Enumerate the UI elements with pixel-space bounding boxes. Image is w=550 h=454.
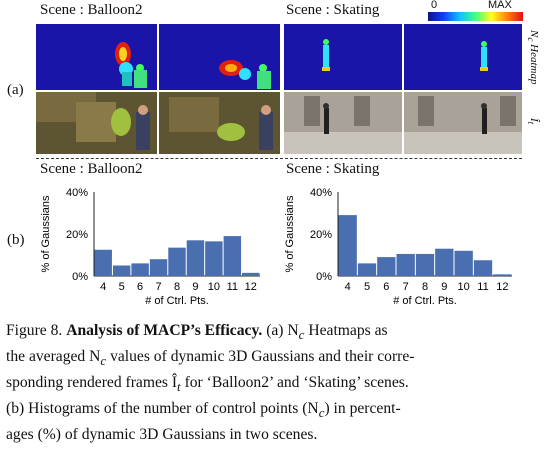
row-label-heatmap: Nc Heatmap — [525, 30, 540, 85]
x-axis-label: # of Ctrl. Pts. — [145, 295, 209, 307]
bar-8 — [168, 247, 186, 276]
histogram-balloon2: % of Gaussians 0% 20% 40% 4 5 6 7 8 9 10 11 12 # of C… — [40, 187, 260, 307]
x-tick-label: 6 — [383, 281, 389, 293]
bar-12 — [493, 274, 512, 276]
panel-label-a: (a) — [7, 82, 24, 98]
x-tick-label: 12 — [496, 281, 508, 293]
x-tick-label: 8 — [422, 281, 428, 293]
y-tick-label: 0% — [316, 271, 332, 283]
bar-6 — [377, 257, 396, 276]
bar-10 — [454, 250, 473, 276]
x-tick-label: 4 — [100, 281, 106, 293]
bar-10 — [205, 241, 223, 276]
x-tick-label: 10 — [208, 281, 220, 293]
x-tick-label: 12 — [245, 281, 257, 293]
bar-12 — [242, 272, 260, 276]
y-axis-label: % of Gaussians — [284, 195, 296, 273]
x-tick-label: 11 — [227, 281, 238, 293]
x-tick-label: 10 — [458, 281, 470, 293]
heatmap-balloon2-2 — [159, 24, 280, 90]
x-tick-label: 4 — [345, 281, 351, 293]
bar-9 — [435, 248, 454, 276]
bar-7 — [396, 253, 415, 276]
colorbar-max-label: MAX — [488, 0, 512, 11]
bar-11 — [223, 236, 242, 276]
caption-line-4: (b) Histograms of the number of control … — [6, 400, 401, 421]
y-tick-label: 40% — [310, 187, 332, 199]
y-tick-label: 20% — [66, 229, 88, 241]
x-tick-label: 11 — [477, 281, 488, 293]
row-label-frame: Ît — [525, 118, 540, 125]
bar-5 — [357, 263, 377, 276]
bar-8 — [415, 253, 435, 276]
frame-balloon2-2 — [159, 92, 280, 154]
frame-skating-1 — [284, 92, 402, 154]
heatmap-skating-1 — [284, 24, 402, 90]
y-tick-label: 0% — [72, 271, 88, 283]
caption-title: Analysis of MACP’s Efficacy. — [66, 322, 263, 339]
x-tick-label: 9 — [192, 281, 198, 293]
caption-line-3: sponding rendered frames Ît for ‘Balloon… — [6, 374, 409, 395]
y-tick-label: 40% — [66, 187, 88, 199]
scene-title-skating-a: Scene : Skating — [286, 2, 380, 18]
section-divider — [36, 158, 522, 159]
colorbar — [428, 12, 523, 21]
caption-line-2: the averaged Nc values of dynamic 3D Gau… — [6, 348, 415, 369]
x-tick-label: 5 — [364, 281, 370, 293]
bar-9 — [186, 240, 205, 276]
bar-4 — [338, 215, 357, 276]
x-tick-label: 7 — [403, 281, 409, 293]
figure-caption: Figure 8. Analysis of MACP’s Efficacy. (… — [6, 320, 546, 446]
scene-title-balloon2-b: Scene : Balloon2 — [40, 161, 143, 177]
x-tick-label: 5 — [119, 281, 125, 293]
bar-5 — [112, 265, 131, 276]
histogram-skating: % of Gaussians 0% 20% 40% 4 5 6 7 8 9 10 11 12 # of C… — [284, 187, 512, 307]
x-tick-label: 6 — [137, 281, 143, 293]
panel-label-b: (b) — [7, 232, 25, 248]
y-axis-label: % of Gaussians — [40, 195, 52, 273]
caption-fig-number: Figure 8. — [6, 322, 63, 339]
heatmap-skating-2 — [404, 24, 522, 90]
scene-title-skating-b: Scene : Skating — [286, 161, 380, 177]
y-tick-label: 20% — [310, 229, 332, 241]
x-axis-label: # of Ctrl. Pts. — [393, 295, 457, 307]
caption-line-5: ages (%) of dynamic 3D Gaussians in two … — [6, 426, 318, 444]
x-tick-label: 8 — [174, 281, 180, 293]
heatmap-balloon2-1 — [36, 24, 157, 90]
frame-balloon2-1 — [36, 92, 157, 154]
bar-11 — [473, 260, 493, 276]
scene-title-balloon2-a: Scene : Balloon2 — [40, 2, 143, 18]
bar-7 — [149, 259, 168, 276]
colorbar-min-label: 0 — [431, 0, 438, 11]
frame-skating-2 — [404, 92, 522, 154]
bar-4 — [94, 249, 112, 276]
x-tick-label: 7 — [155, 281, 161, 293]
caption-line-1: Figure 8. Analysis of MACP’s Efficacy. (… — [6, 322, 388, 343]
bar-6 — [131, 263, 149, 276]
x-tick-label: 9 — [441, 281, 447, 293]
